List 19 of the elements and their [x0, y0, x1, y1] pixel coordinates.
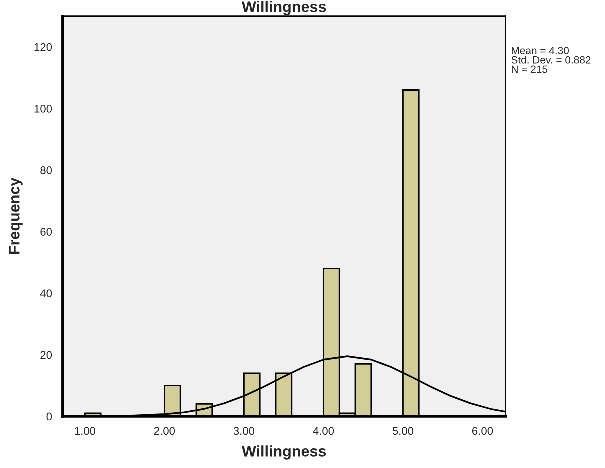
x-axis-title: Willingness [242, 446, 326, 460]
y-tick-label: 20 [40, 351, 52, 360]
x-tick-label: 5.00 [392, 427, 414, 436]
y-axis-title: Frequency [9, 178, 23, 254]
text: N = 215 [512, 66, 548, 74]
y-tick-label: 80 [40, 166, 52, 174]
text: Std. Dev. = 0.882 [512, 56, 591, 64]
y-tick-label: 120 [34, 43, 52, 52]
y-tick-label: 60 [40, 228, 52, 236]
chart-title: Willingness [242, 1, 326, 16]
x-tick-label: 2.00 [154, 427, 176, 436]
x-tick-label: 4.00 [313, 427, 334, 436]
x-tick-label: 6.00 [472, 427, 494, 436]
x-tick-label: 1.00 [75, 427, 96, 436]
x-tick-label: 3.00 [234, 427, 255, 436]
y-tick-label: 40 [40, 290, 52, 298]
text: Mean = 4.30 [512, 47, 570, 54]
y-tick-label: 0 [46, 412, 52, 421]
y-tick-label: 100 [34, 104, 52, 113]
